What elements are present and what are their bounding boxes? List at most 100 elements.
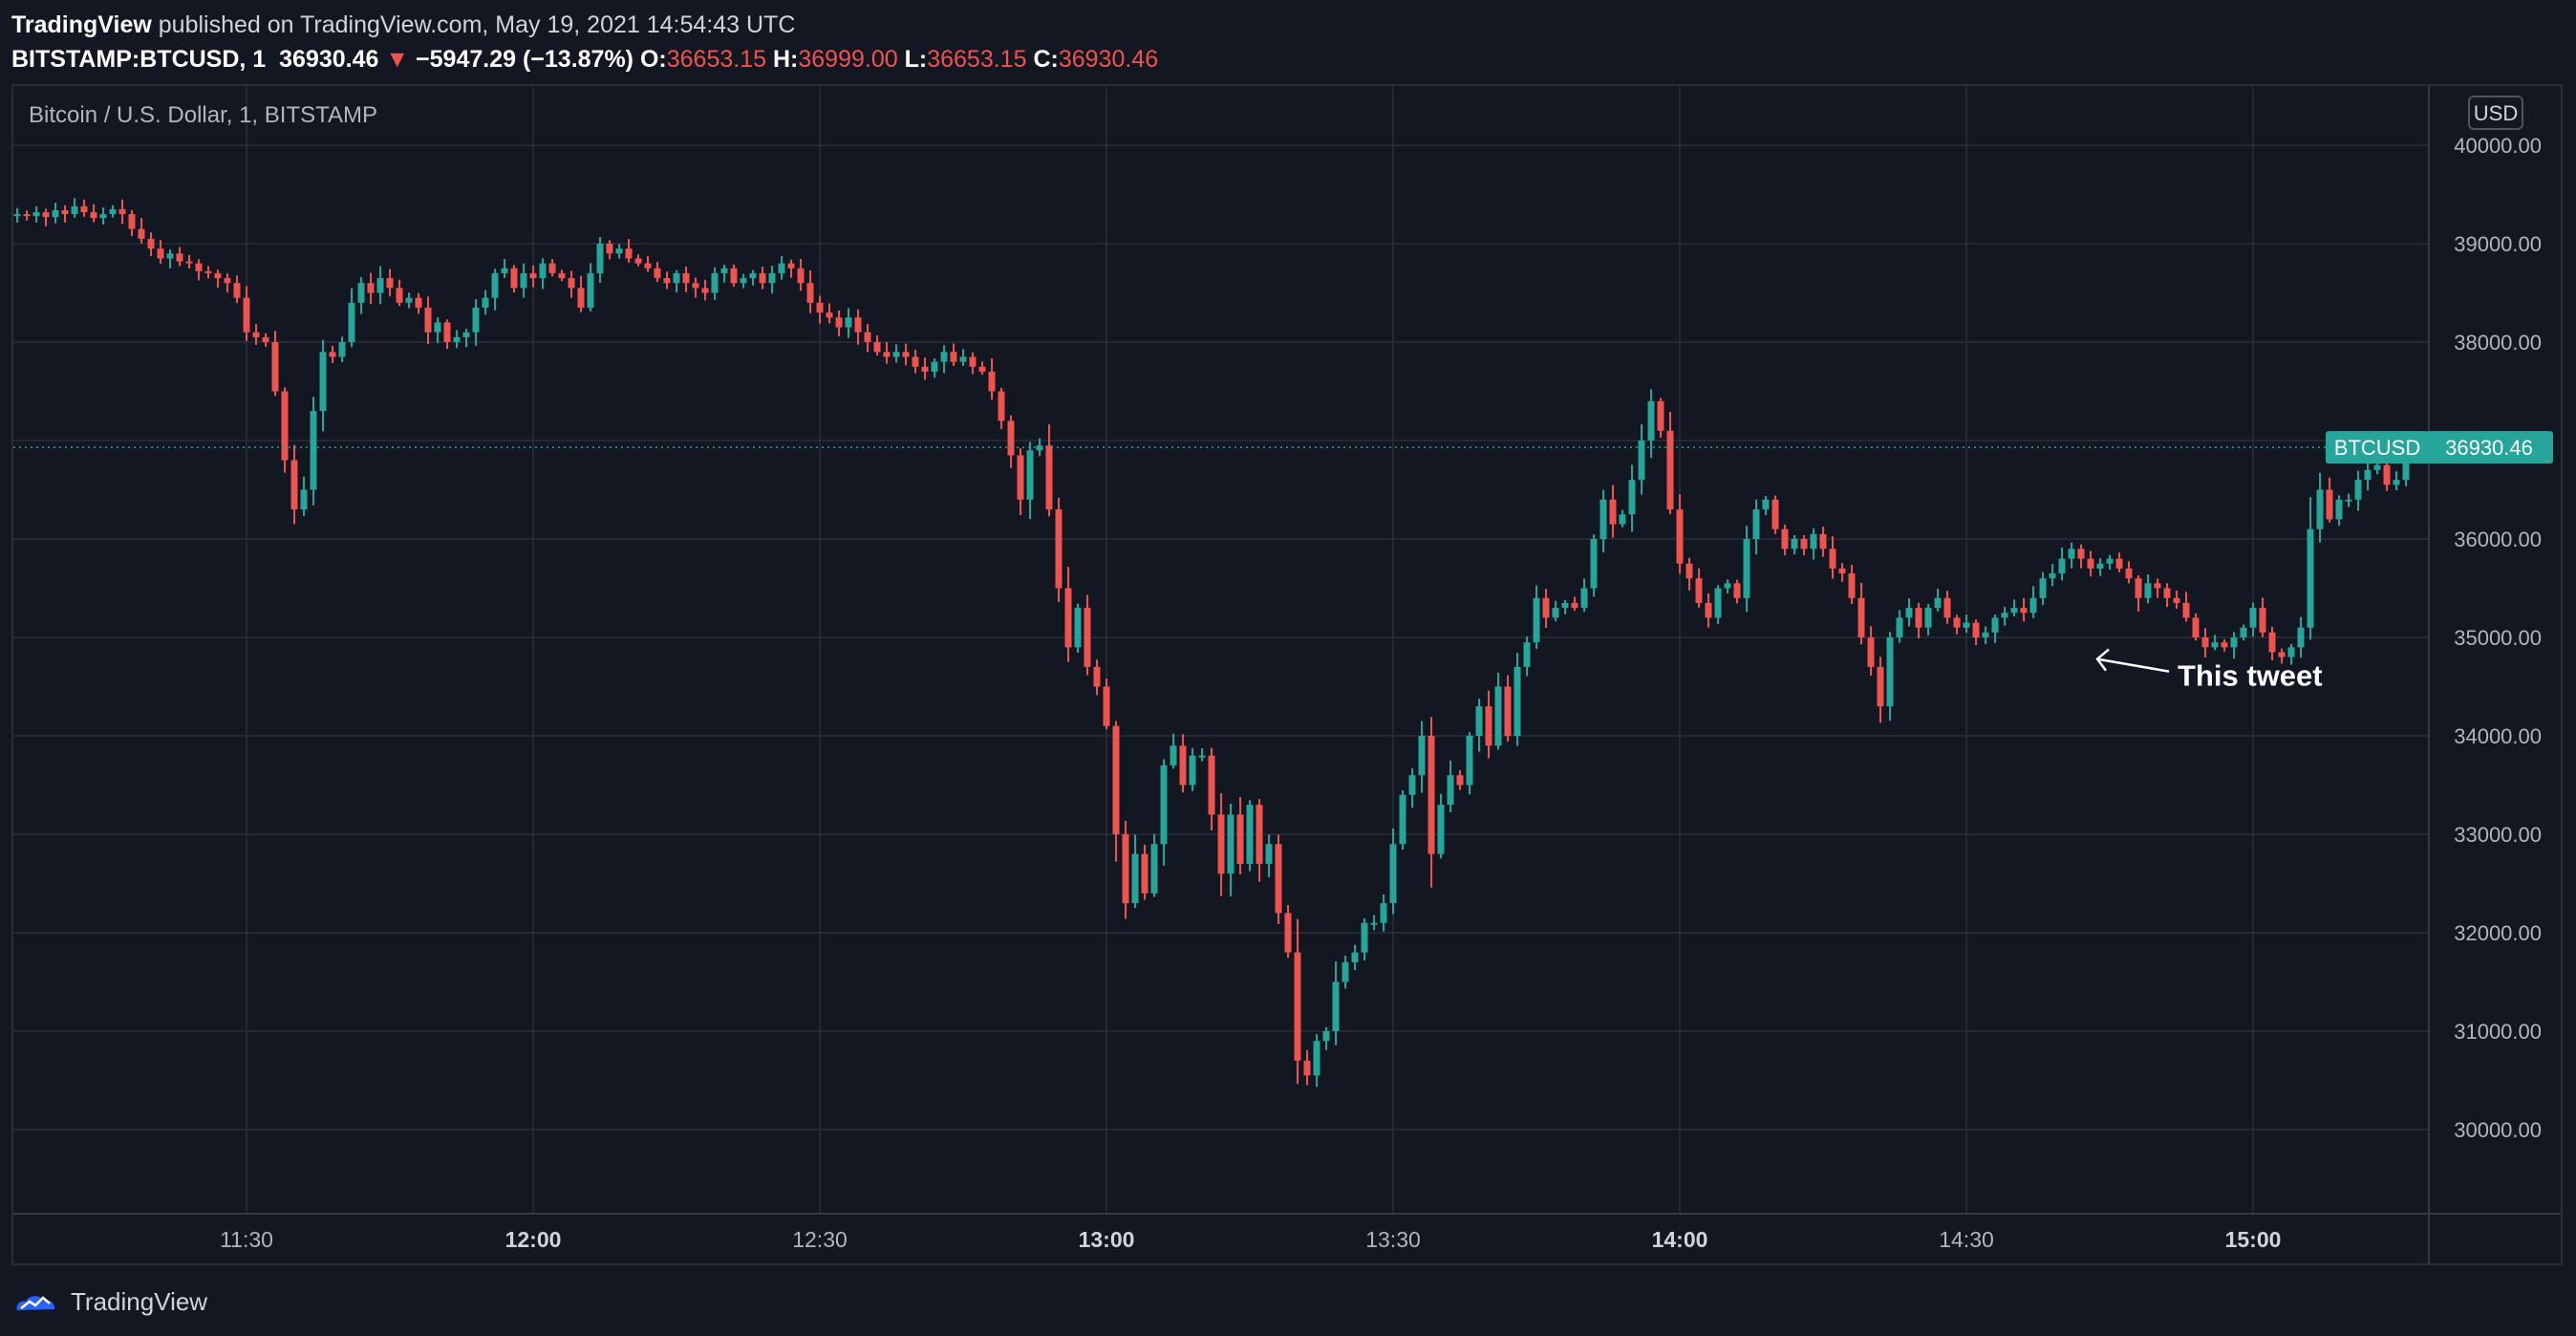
candle-body	[940, 352, 948, 362]
candle-body	[1867, 637, 1875, 667]
candle-body	[1752, 509, 1760, 539]
candle-body	[845, 317, 852, 328]
candle-body	[759, 272, 766, 284]
candle-body	[577, 288, 585, 308]
candle-body	[2049, 573, 2056, 579]
candle-body	[988, 371, 996, 392]
candle-body	[1408, 775, 1416, 795]
candle-body	[1915, 608, 1922, 628]
candle-body	[998, 391, 1005, 421]
price-tick-label: 39000.00	[2454, 232, 2542, 256]
candle-body	[1743, 539, 1750, 598]
candle-body	[2307, 528, 2314, 628]
candle-body	[99, 214, 107, 219]
candle-body	[2029, 597, 2037, 614]
candle-body	[1189, 755, 1196, 786]
candle-body	[740, 278, 747, 284]
currency-label: USD	[2474, 101, 2518, 125]
candle-body	[1886, 637, 1894, 707]
candle-body	[520, 272, 527, 289]
candle-body	[319, 352, 327, 412]
candle-body	[778, 263, 785, 273]
candle-body	[166, 253, 174, 259]
candle-body	[138, 228, 145, 239]
time-axis[interactable]: 11:30 12:00 12:30 13:00 13:30 14:00 14:30 15:00	[220, 1227, 2281, 1252]
candle-body	[978, 366, 986, 372]
candle-body	[768, 272, 776, 284]
candle-body	[1275, 844, 1282, 914]
candle-body	[1045, 445, 1053, 510]
time-tick-label: 14:30	[1939, 1227, 1994, 1252]
candle-body	[1619, 514, 1626, 525]
candle-body	[1533, 597, 1540, 643]
published-text: published on TradingView.com, May 19, 20…	[158, 11, 796, 38]
candle-body	[1093, 666, 1101, 687]
candle-body	[2001, 613, 2008, 618]
price-axis[interactable]: 40000.0039000.0038000.0037000.0036000.00…	[2454, 134, 2542, 1142]
candle-body	[1103, 686, 1110, 726]
close-label: C:	[1033, 46, 1059, 73]
footer-brand[interactable]: TradingView	[71, 1286, 208, 1316]
currency-badge[interactable]: USD	[2468, 96, 2523, 130]
chart-frame[interactable]	[11, 84, 2563, 1265]
candle-body	[2287, 647, 2295, 657]
candle-body	[1141, 853, 1148, 894]
candle-body	[2297, 627, 2305, 648]
candle-body	[701, 288, 709, 293]
candle-body	[749, 272, 757, 279]
candle-body	[2173, 597, 2180, 603]
candle-body	[501, 268, 508, 273]
low-label: L:	[904, 46, 928, 73]
candle-body	[2010, 608, 2018, 614]
candle-body	[1685, 563, 1693, 579]
candle-body	[587, 272, 594, 308]
candle-body	[1170, 745, 1177, 765]
candle-body	[1332, 981, 1340, 1031]
candle-body	[1991, 617, 1999, 633]
candle-body	[415, 297, 422, 308]
candle-body	[835, 317, 843, 328]
candle-body	[1227, 814, 1234, 874]
candle-body	[1791, 539, 1798, 549]
candle-body	[1208, 755, 1215, 815]
time-tick-label: 12:00	[505, 1227, 562, 1252]
candle-body	[2383, 464, 2391, 485]
candle-body	[1724, 583, 1731, 589]
price-tick-label: 30000.00	[2454, 1118, 2542, 1142]
candle-body	[625, 248, 633, 259]
candle-body	[1418, 736, 1426, 776]
candle-body	[1112, 725, 1120, 834]
candle-body	[2096, 563, 2104, 569]
candle-body	[854, 317, 862, 333]
candle-body	[23, 214, 31, 217]
candle-body	[826, 312, 833, 318]
candle-body	[1456, 775, 1464, 786]
candle-body	[1561, 602, 1569, 609]
candle-body	[1007, 420, 1015, 456]
candle-body	[548, 263, 556, 273]
candle-body	[1953, 617, 1961, 628]
candle-body	[1666, 430, 1674, 510]
time-tick-label: 11:30	[220, 1227, 273, 1252]
candle-body	[1466, 736, 1473, 786]
candle-body	[1380, 903, 1387, 923]
candle-body	[1838, 568, 1846, 574]
annotation[interactable]: This tweet	[2095, 648, 2323, 693]
candle-body	[1800, 539, 1808, 549]
candle-body	[539, 263, 547, 279]
candle-body	[1676, 509, 1684, 564]
candle-body	[864, 332, 871, 342]
candle-body	[1657, 400, 1664, 431]
time-tick-label: 12:30	[792, 1227, 848, 1252]
candle-body	[615, 248, 623, 254]
symbol: BITSTAMP:BTCUSD, 1	[11, 46, 267, 73]
candle-body	[2354, 480, 2362, 500]
candle-body	[730, 268, 738, 284]
grid	[13, 86, 2429, 1214]
tradingview-logo-icon[interactable]	[13, 1287, 61, 1316]
candle-body	[1236, 814, 1244, 864]
candle-body	[1552, 608, 1559, 618]
candle-body	[2278, 652, 2286, 657]
candle-body	[673, 272, 680, 284]
